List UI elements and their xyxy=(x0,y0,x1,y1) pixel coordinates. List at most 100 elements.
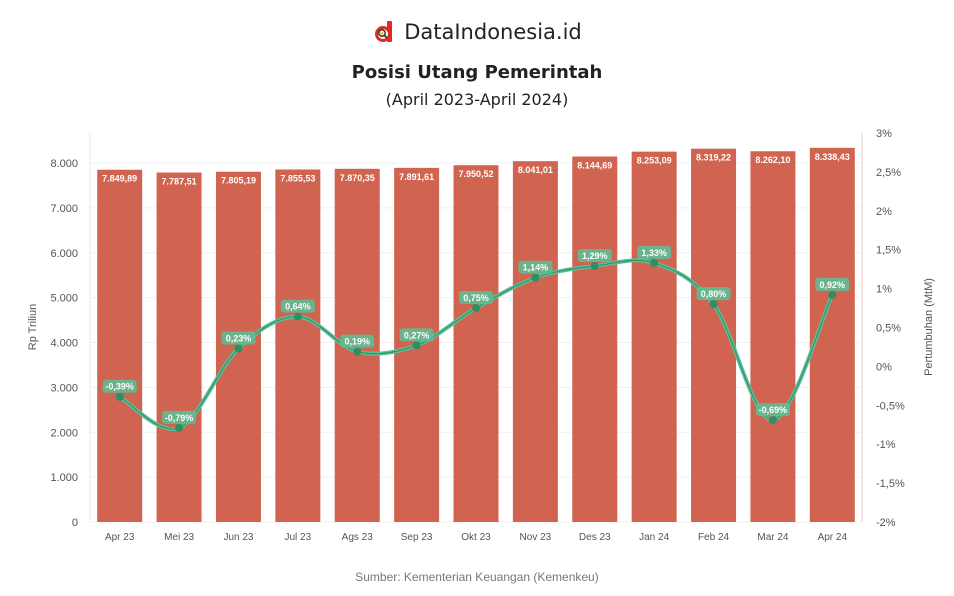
x-tick-label: Apr 24 xyxy=(818,532,848,543)
y-tick-label: 2.000 xyxy=(50,427,78,439)
bar-value-label: 8.253,09 xyxy=(637,156,672,166)
x-tick-label: Des 23 xyxy=(579,532,611,543)
bar xyxy=(453,165,499,523)
bar-value-label: 7.849,89 xyxy=(102,174,137,184)
growth-value-label: 0,75% xyxy=(463,293,489,303)
x-tick-label: Mar 24 xyxy=(757,532,789,543)
y-tick-label: 6.000 xyxy=(50,248,78,260)
dataindonesia-logo-icon xyxy=(375,21,393,42)
growth-value-label: 0,23% xyxy=(226,334,252,344)
growth-point xyxy=(115,392,124,401)
growth-value-label: 0,92% xyxy=(820,280,846,290)
bar-value-label: 8.041,01 xyxy=(518,165,553,175)
growth-point xyxy=(293,312,302,321)
growth-value-label: 0,27% xyxy=(404,330,430,340)
bar-value-label: 7.787,51 xyxy=(162,177,197,187)
growth-label-bg xyxy=(577,249,612,263)
growth-value-label: 0,64% xyxy=(285,302,311,312)
y-tick-label: 1.000 xyxy=(50,472,78,484)
y-tick-label: 7.000 xyxy=(50,203,78,215)
y-right-tick-label: 2,5% xyxy=(876,167,901,179)
bar xyxy=(750,151,796,522)
y-tick-label: 8.000 xyxy=(50,158,78,170)
growth-value-label: 0,19% xyxy=(344,337,370,347)
growth-point xyxy=(234,344,243,353)
growth-point xyxy=(590,262,599,271)
x-tick-label: Jun 23 xyxy=(223,532,253,543)
growth-label-bg xyxy=(102,379,137,393)
growth-value-label: 1,29% xyxy=(582,251,608,261)
chart-subtitle: (April 2023-April 2024) xyxy=(385,90,569,109)
growth-point xyxy=(650,258,659,267)
growth-value-label: -0,79% xyxy=(165,413,194,423)
growth-value-label: 1,33% xyxy=(641,248,667,258)
brand-header: DataIndonesia.id xyxy=(0,20,954,44)
bar xyxy=(512,161,558,523)
bar xyxy=(572,156,618,523)
growth-label-bg xyxy=(221,331,256,345)
y-right-tick-label: -1% xyxy=(876,439,896,451)
brand-name: DataIndonesia.id xyxy=(404,20,582,44)
growth-point xyxy=(412,341,421,350)
y-right-tick-label: 1% xyxy=(876,284,892,296)
x-tick-label: Sep 23 xyxy=(401,532,433,543)
growth-point xyxy=(768,416,777,425)
y-right-tick-label: 0,5% xyxy=(876,323,901,335)
bar-value-label: 7.870,35 xyxy=(340,173,375,183)
x-tick-label: Mei 23 xyxy=(164,532,194,543)
bar-value-label: 7.855,53 xyxy=(280,173,315,183)
bar xyxy=(156,172,202,522)
bar-value-label: 8.144,69 xyxy=(577,161,612,171)
x-tick-label: Ags 23 xyxy=(342,532,374,543)
growth-point xyxy=(709,300,718,309)
bar xyxy=(631,151,677,523)
source-note: Sumber: Kementerian Keuangan (Kemenkeu) xyxy=(355,570,599,584)
bar-value-label: 8.319,22 xyxy=(696,153,731,163)
growth-label-bg xyxy=(399,328,434,342)
growth-point xyxy=(175,423,184,432)
chart-title: Posisi Utang Pemerintah xyxy=(351,62,603,83)
y-axis-title: Rp Triliun xyxy=(27,304,39,350)
growth-point xyxy=(472,304,480,313)
x-tick-label: Jan 24 xyxy=(639,532,669,543)
growth-point xyxy=(828,290,837,299)
bar-value-label: 7.805,19 xyxy=(221,176,256,186)
x-tick-label: Jul 23 xyxy=(285,532,312,543)
growth-label-bg xyxy=(815,277,850,291)
y-tick-label: 3.000 xyxy=(50,382,78,394)
y-right-tick-label: 1,5% xyxy=(876,245,901,257)
y-right-tick-label: -0,5% xyxy=(876,400,905,412)
bar-value-label: 7.950,52 xyxy=(458,169,493,179)
growth-label-bg xyxy=(637,245,672,259)
x-tick-label: Okt 23 xyxy=(461,532,491,543)
bar-value-label: 8.262,10 xyxy=(755,155,790,165)
growth-value-label: -0,39% xyxy=(105,382,134,392)
growth-value-label: 0,80% xyxy=(701,289,727,299)
y-right-axis-title: Pertumbuhan (MtM) xyxy=(923,278,935,376)
growth-value-label: -0,69% xyxy=(759,405,788,415)
y-right-tick-label: -2% xyxy=(876,517,896,529)
y-tick-label: 5.000 xyxy=(50,293,78,305)
growth-label-bg xyxy=(459,291,493,305)
growth-point xyxy=(531,273,540,282)
growth-label-bg xyxy=(162,410,197,424)
y-right-tick-label: 3% xyxy=(876,128,892,140)
growth-label-bg xyxy=(518,260,553,274)
bar xyxy=(97,169,143,522)
y-tick-label: 4.000 xyxy=(50,338,78,350)
y-right-tick-label: 2% xyxy=(876,206,892,218)
y-tick-label: 0 xyxy=(72,517,78,529)
bar xyxy=(275,169,321,522)
growth-label-bg xyxy=(696,287,731,301)
growth-label-bg xyxy=(755,403,790,417)
x-tick-label: Apr 23 xyxy=(105,532,135,543)
growth-label-bg xyxy=(340,334,375,348)
y-right-tick-label: -1,5% xyxy=(876,478,905,490)
growth-value-label: 1,14% xyxy=(523,263,549,273)
bar-value-label: 8.338,43 xyxy=(815,152,850,162)
x-tick-label: Feb 24 xyxy=(698,532,730,543)
growth-point xyxy=(353,347,362,356)
y-right-tick-label: 0% xyxy=(876,361,892,373)
bar-value-label: 7.891,61 xyxy=(399,172,434,182)
